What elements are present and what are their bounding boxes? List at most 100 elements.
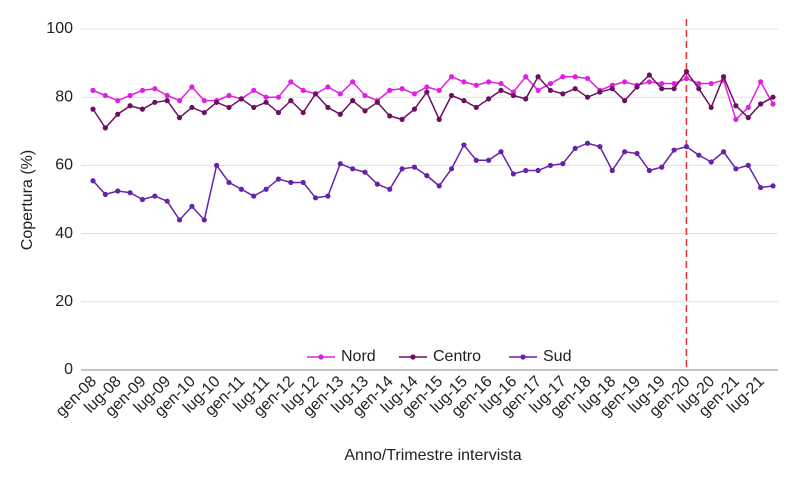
point xyxy=(758,101,764,107)
point xyxy=(448,92,455,99)
point xyxy=(486,96,492,102)
point xyxy=(201,109,207,116)
point xyxy=(547,87,554,93)
point xyxy=(176,115,183,121)
point xyxy=(201,98,207,104)
point xyxy=(696,86,702,92)
point xyxy=(708,104,714,111)
point xyxy=(659,86,665,92)
point xyxy=(238,96,244,102)
point xyxy=(350,79,356,85)
point xyxy=(473,157,479,163)
point xyxy=(671,147,677,153)
y-tick-label: 20 xyxy=(55,293,73,310)
point xyxy=(758,184,764,191)
point xyxy=(226,104,232,111)
point xyxy=(164,92,170,99)
point xyxy=(696,80,702,87)
point xyxy=(374,181,380,187)
point xyxy=(770,183,776,189)
point xyxy=(226,179,232,186)
point xyxy=(720,149,727,155)
point xyxy=(387,113,393,119)
point xyxy=(770,101,776,107)
point xyxy=(399,116,405,122)
point xyxy=(275,176,282,182)
point xyxy=(424,173,430,179)
point xyxy=(646,72,652,78)
point xyxy=(127,92,133,99)
point xyxy=(572,145,578,151)
point xyxy=(411,91,418,97)
point xyxy=(263,94,269,100)
point xyxy=(411,164,418,170)
point xyxy=(300,109,306,116)
point xyxy=(337,111,343,117)
point xyxy=(214,162,220,168)
point xyxy=(399,86,405,92)
point xyxy=(288,98,294,104)
series-line xyxy=(92,70,774,130)
point xyxy=(622,98,628,104)
series-line xyxy=(92,75,774,121)
legend-label: Sud xyxy=(543,348,571,365)
point xyxy=(251,193,257,199)
point xyxy=(584,94,591,100)
point xyxy=(448,74,455,80)
point xyxy=(288,179,294,186)
point xyxy=(350,98,356,104)
point xyxy=(436,87,442,93)
y-tick-label: 100 xyxy=(46,20,73,37)
point xyxy=(251,87,257,93)
y-tick-label: 0 xyxy=(64,361,73,378)
point xyxy=(176,98,183,104)
point xyxy=(683,144,690,150)
point xyxy=(473,82,479,88)
point xyxy=(424,89,430,95)
point xyxy=(448,166,455,172)
point xyxy=(90,178,96,184)
point xyxy=(275,94,282,100)
point xyxy=(510,171,516,177)
point xyxy=(362,108,368,114)
point xyxy=(387,87,393,93)
point xyxy=(733,166,739,172)
point xyxy=(708,159,714,165)
point xyxy=(547,80,554,87)
point xyxy=(560,91,566,97)
point xyxy=(164,198,170,204)
point xyxy=(461,79,467,85)
point xyxy=(683,75,690,82)
point xyxy=(720,74,727,80)
point xyxy=(300,179,306,186)
point xyxy=(733,116,739,122)
point xyxy=(609,86,615,92)
point xyxy=(523,96,529,102)
point xyxy=(189,203,195,209)
point xyxy=(127,190,133,196)
point xyxy=(139,106,146,112)
point xyxy=(498,149,504,155)
point xyxy=(584,140,591,146)
point xyxy=(436,183,442,189)
point xyxy=(510,92,516,99)
point xyxy=(498,80,504,87)
point xyxy=(547,162,554,168)
y-tick-label: 80 xyxy=(55,88,73,105)
point xyxy=(634,150,640,157)
point xyxy=(189,104,195,111)
point xyxy=(325,104,331,111)
point xyxy=(424,84,430,90)
point xyxy=(362,92,368,99)
legend-marker xyxy=(410,354,416,360)
point xyxy=(176,217,183,223)
point xyxy=(535,167,541,174)
point xyxy=(102,92,108,99)
point xyxy=(90,87,96,93)
point xyxy=(102,191,108,197)
point xyxy=(461,98,467,104)
point xyxy=(325,193,331,199)
point xyxy=(560,74,566,80)
legend-marker xyxy=(520,354,526,360)
point xyxy=(238,186,244,192)
